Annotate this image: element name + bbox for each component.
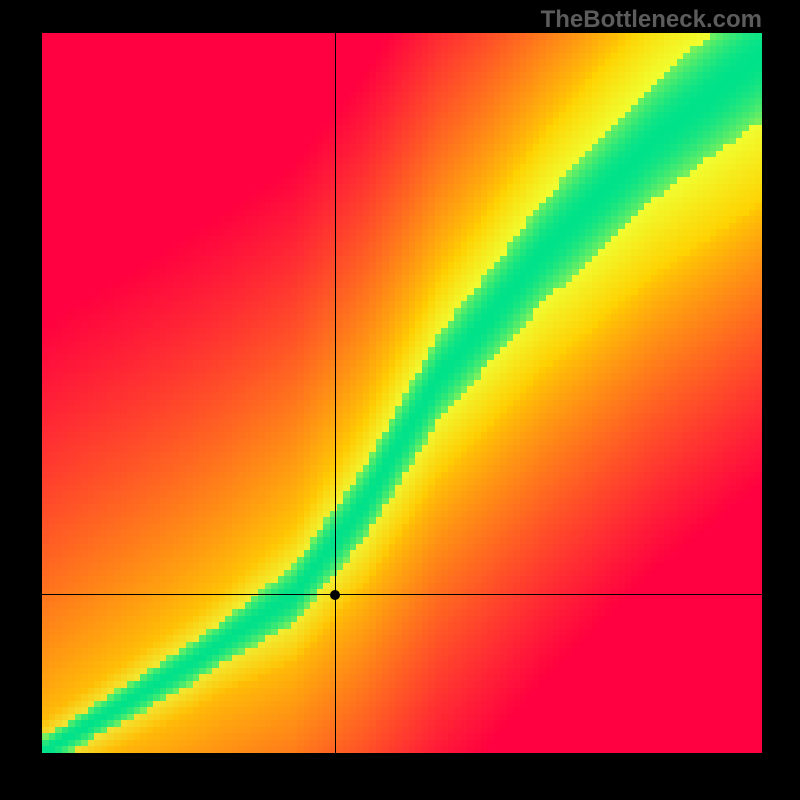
selection-marker <box>330 590 340 600</box>
chart-container: TheBottleneck.com <box>0 0 800 800</box>
watermark-text: TheBottleneck.com <box>541 6 762 34</box>
crosshair-horizontal <box>42 594 762 595</box>
bottleneck-heatmap <box>42 33 762 753</box>
crosshair-vertical <box>335 33 336 753</box>
